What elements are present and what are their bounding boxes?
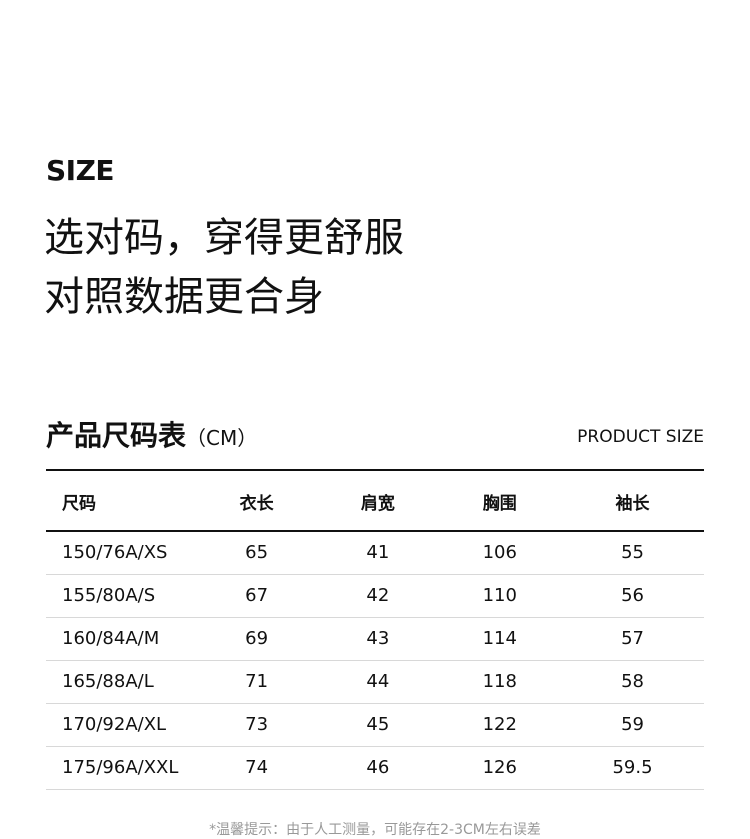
table-cell: 56 xyxy=(561,574,704,618)
size-title: SIZE xyxy=(46,154,115,187)
column-header: 肩宽 xyxy=(360,493,395,514)
table-cell: 44 xyxy=(317,660,439,704)
table-cell: 110 xyxy=(438,574,562,618)
table-cell: 58 xyxy=(561,660,704,704)
table-row: 170/92A/XL 73 45 122 59 xyxy=(46,703,704,747)
top-rule xyxy=(46,469,704,471)
table-cell: 55 xyxy=(561,531,704,575)
table-cell: 73 xyxy=(196,703,318,747)
table-row: 165/88A/L 71 44 118 58 xyxy=(46,660,704,704)
table-cell: 114 xyxy=(438,617,562,661)
column-header: 衣长 xyxy=(239,493,274,514)
size-table: 尺码 衣长 肩宽 胸围 袖长 150/76A/XS 65 41 106 55 155/80A/S 6… xyxy=(46,471,704,790)
table-cell: 59 xyxy=(561,703,704,747)
table-cell: 43 xyxy=(317,617,439,661)
table-cell: 175/96A/XXL xyxy=(46,746,196,790)
table-row: 175/96A/XXL 74 46 126 59.5 xyxy=(46,746,704,790)
table-cell: 165/88A/L xyxy=(46,660,196,704)
table-row: 155/80A/S 67 42 110 56 xyxy=(46,574,704,618)
slogan-line-2: 对照数据更合身 xyxy=(44,274,324,320)
table-cell: 41 xyxy=(317,531,439,575)
table-cell: 59.5 xyxy=(561,746,704,790)
table-title: 产品尺码表（CM） xyxy=(46,414,257,454)
table-cell: 150/76A/XS xyxy=(46,531,196,575)
table-subtitle: PRODUCT SIZE xyxy=(577,427,704,447)
header-row: 尺码 衣长 肩宽 胸围 袖长 xyxy=(46,471,704,531)
table-cell: 106 xyxy=(438,531,562,575)
table-row: 160/84A/M 69 43 114 57 xyxy=(46,617,704,661)
table-cell: 122 xyxy=(438,703,562,747)
measurement-note: *温馨提示：由于人工测量，可能存在2-3CM左右误差 xyxy=(209,822,541,838)
table-title-text: 产品尺码表 xyxy=(46,419,187,452)
table-cell: 170/92A/XL xyxy=(46,703,196,747)
table-cell: 46 xyxy=(317,746,439,790)
table-cell: 65 xyxy=(196,531,318,575)
table-unit: （CM） xyxy=(186,426,258,450)
column-header: 尺码 xyxy=(62,493,96,514)
table-cell: 71 xyxy=(196,660,318,704)
table-cell: 160/84A/M xyxy=(46,617,196,661)
column-header: 胸围 xyxy=(482,493,517,514)
column-header: 袖长 xyxy=(615,493,650,514)
slogan-line-1: 选对码，穿得更舒服 xyxy=(44,215,404,261)
table-cell: 67 xyxy=(196,574,318,618)
table-cell: 69 xyxy=(196,617,318,661)
table-row: 150/76A/XS 65 41 106 55 xyxy=(46,531,704,575)
table-cell: 126 xyxy=(438,746,562,790)
table-cell: 74 xyxy=(196,746,318,790)
table-cell: 118 xyxy=(438,660,562,704)
table-cell: 45 xyxy=(317,703,439,747)
table-cell: 57 xyxy=(561,617,704,661)
table-cell: 155/80A/S xyxy=(46,574,196,618)
table-cell: 42 xyxy=(317,574,439,618)
